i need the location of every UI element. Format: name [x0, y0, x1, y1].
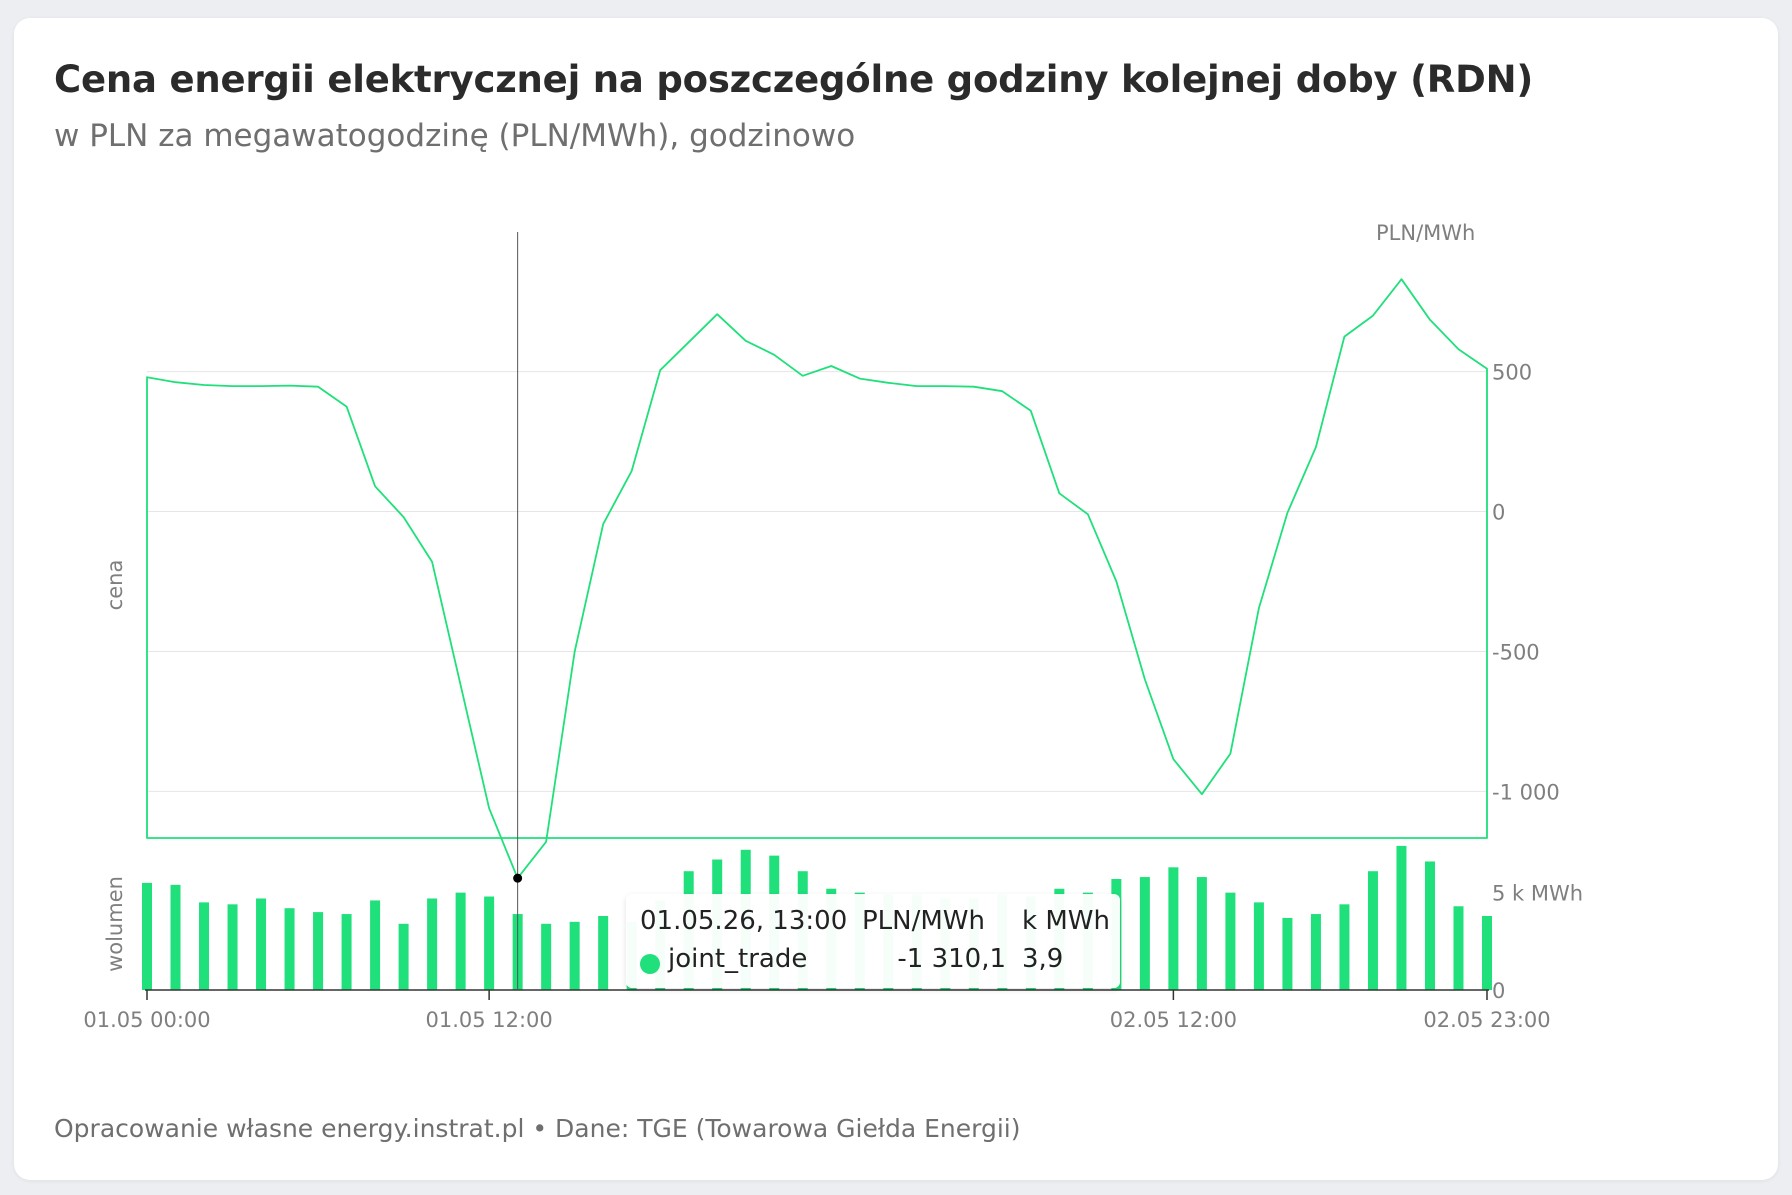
volume-bar	[1139, 877, 1150, 990]
volume-bar	[227, 904, 238, 990]
volume-bar	[427, 898, 438, 990]
volume-tick-label: 5 k MWh	[1492, 882, 1583, 906]
volume-bar	[284, 908, 295, 990]
source-footer: Opracowanie własne energy.instrat.pl • D…	[54, 1114, 1021, 1143]
volume-bar	[370, 900, 381, 990]
crosshair-point	[513, 873, 523, 883]
volume-bar	[142, 882, 152, 990]
volume-bar	[1339, 904, 1350, 990]
crosshair-layer	[513, 232, 523, 990]
volume-bar	[1424, 861, 1435, 990]
price-axis-title: cena	[103, 560, 127, 611]
price-tick-label: 0	[1492, 501, 1505, 525]
volume-bar	[1396, 845, 1407, 990]
volume-bar	[1482, 916, 1492, 990]
volume-bar	[1282, 917, 1293, 990]
axes-layer: 500 0 -500 -1 000 PLN/MWh 5 k MWh 0 01.05 00:00…	[83, 221, 1583, 1032]
tooltip-volume-value: 3,9	[1022, 944, 1064, 974]
hover-tooltip: 01.05.26, 13:00 PLN/MWh k MWh joint_trad…	[626, 894, 1120, 988]
volume-bar	[541, 923, 552, 990]
volume-bar	[313, 912, 324, 990]
chart-title: Cena energii elektrycznej na poszczególn…	[54, 58, 1534, 101]
volume-bar	[1253, 902, 1264, 990]
tooltip-price-unit: PLN/MWh	[862, 906, 985, 936]
volume-axis-title: wolumen	[103, 876, 127, 972]
volume-bar	[1310, 914, 1321, 990]
price-line-layer	[146, 278, 1488, 880]
tooltip-date: 01.05.26, 13:00	[640, 906, 848, 936]
volume-bar	[484, 896, 495, 990]
volume-bar	[569, 921, 580, 990]
volume-bar	[1168, 867, 1179, 990]
x-tick-label: 02.05 23:00	[1423, 1008, 1550, 1032]
volume-bar	[1453, 906, 1464, 990]
volume-bar	[598, 916, 609, 990]
volume-bar	[170, 884, 181, 990]
tooltip-series-dot-icon	[640, 954, 660, 974]
volume-bar	[455, 892, 466, 990]
price-tick-label: -500	[1492, 640, 1540, 664]
price-line	[146, 278, 1488, 880]
tooltip-series-name: joint_trade	[668, 944, 808, 974]
x-tick-label: 02.05 12:00	[1110, 1008, 1237, 1032]
x-tick-label: 01.05 12:00	[425, 1008, 552, 1032]
volume-bar	[341, 914, 352, 990]
price-tick-label: -1 000	[1492, 780, 1560, 804]
price-unit-label: PLN/MWh	[1376, 221, 1475, 245]
x-tick-label: 01.05 00:00	[83, 1008, 210, 1032]
volume-bar	[256, 898, 267, 990]
price-tick-label: 500	[1492, 361, 1532, 385]
grid-layer	[147, 371, 1487, 792]
volume-bar	[398, 923, 409, 990]
volume-bar	[1367, 871, 1378, 990]
volume-bar	[1225, 892, 1236, 990]
tooltip-price-value: -1 310,1	[897, 944, 1006, 974]
volume-bar	[199, 902, 210, 990]
chart-subtitle: w PLN za megawatogodzinę (PLN/MWh), godz…	[54, 118, 856, 154]
volume-tick-label: 0	[1492, 979, 1505, 1003]
volume-bar	[1196, 877, 1207, 990]
tooltip-volume-unit: k MWh	[1022, 906, 1110, 936]
